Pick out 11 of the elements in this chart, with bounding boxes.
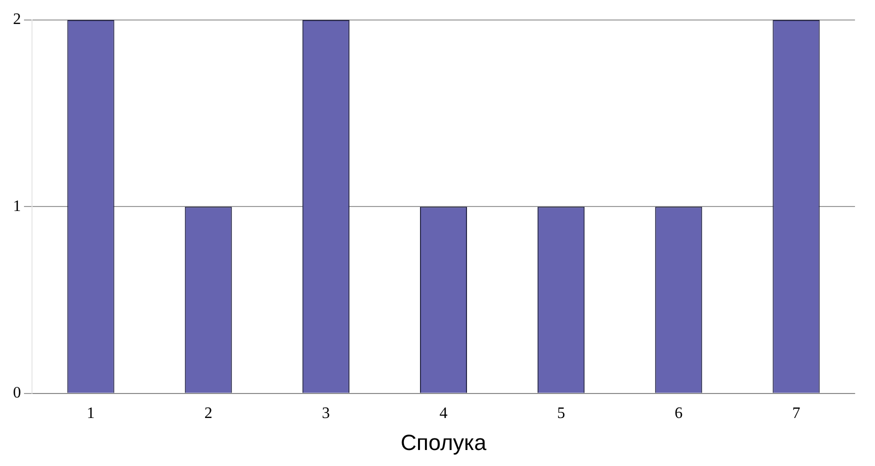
x-tick-label: 4: [440, 405, 448, 422]
y-tick-label: 1: [13, 198, 21, 215]
x-tick-label: 5: [557, 405, 566, 422]
x-tick-label: 6: [674, 405, 683, 422]
y-tick-label: 0: [13, 384, 21, 402]
y-tick-label: 2: [13, 11, 21, 28]
x-axis-title: Сполука: [400, 430, 488, 455]
x-tick-label: 7: [792, 405, 800, 422]
x-tick-label: 2: [204, 405, 212, 422]
x-tick-label: 1: [86, 405, 95, 422]
x-tick-label: 3: [322, 405, 330, 422]
